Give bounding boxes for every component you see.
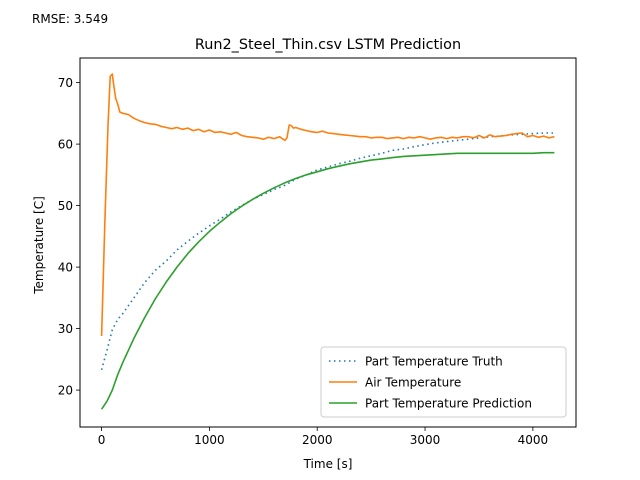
y-axis-ticks: 20 30 40 50 60 70 [58,76,80,398]
chart-title: Run2_Steel_Thin.csv LSTM Prediction [195,37,461,53]
y-tick-label: 20 [58,384,73,398]
y-tick-label: 40 [58,261,73,275]
y-tick-label: 70 [58,76,73,90]
x-tick-label: 2000 [302,433,333,447]
x-axis-label: Time [s] [303,457,353,471]
legend-box [320,346,567,418]
x-axis-ticks: 0 1000 2000 3000 4000 [98,427,548,447]
y-tick-label: 50 [58,199,73,213]
axes-frame [79,57,577,428]
x-tick-label: 3000 [410,433,441,447]
legend: Part Temperature Truth Air Temperature Par… [320,346,567,418]
y-axis-label: Temperature [C] [32,196,46,295]
legend-label: Part Temperature Prediction [365,397,532,411]
plot-area [100,73,555,410]
y-tick-label: 30 [58,322,73,336]
series-line-part-temperature-truth [100,132,555,371]
y-tick-label: 60 [58,138,73,152]
series-line-air-temperature [100,73,555,337]
legend-label: Air Temperature [365,376,461,390]
x-tick-label: 1000 [194,433,225,447]
rmse-annotation: RMSE: 3.549 [32,12,108,26]
series-line-part-temperature-prediction [100,151,555,410]
legend-label: Part Temperature Truth [365,355,503,369]
x-tick-label: 0 [98,433,106,447]
x-tick-label: 4000 [518,433,549,447]
